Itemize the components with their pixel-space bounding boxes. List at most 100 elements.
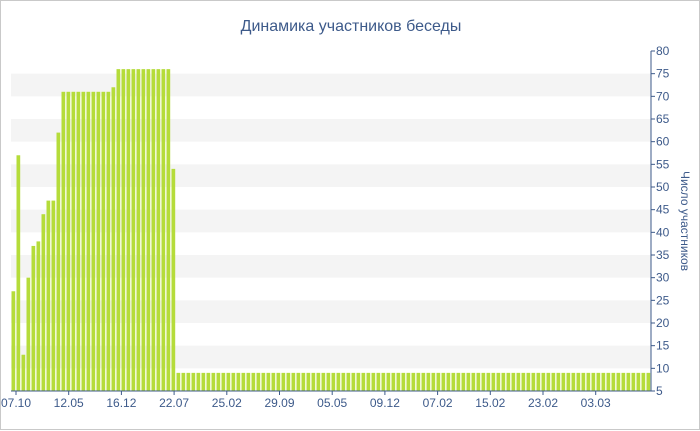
bar: [626, 372, 631, 391]
bar: [541, 372, 546, 391]
bar: [591, 372, 596, 391]
bar: [396, 372, 401, 391]
bar: [386, 372, 391, 391]
bar: [571, 372, 576, 391]
bar: [151, 69, 156, 391]
bar: [611, 372, 616, 391]
bar: [471, 372, 476, 391]
bars: [11, 69, 651, 392]
bar: [486, 372, 491, 391]
x-tick-label: 05.05: [317, 396, 347, 410]
bar: [341, 372, 346, 391]
bar: [431, 372, 436, 391]
bar: [366, 372, 371, 391]
bar: [146, 69, 151, 391]
bar: [226, 372, 231, 391]
bar: [546, 372, 551, 391]
y-tick-label: 20: [656, 316, 670, 330]
bar: [271, 372, 276, 391]
y-tick-label: 80: [656, 44, 670, 58]
grid-band: [11, 119, 651, 142]
bar: [91, 91, 96, 392]
bar: [416, 372, 421, 391]
bar: [456, 372, 461, 391]
bar: [76, 91, 81, 392]
bar: [576, 372, 581, 391]
bar: [526, 372, 531, 391]
bar: [291, 372, 296, 391]
bar: [531, 372, 536, 391]
bar: [51, 200, 56, 391]
bar: [176, 372, 181, 391]
x-tick-labels: 07.10 12.05 16.12 22.07 25.02 29.09 05.05 09.12…: [1, 391, 611, 410]
bar: [261, 372, 266, 391]
y-tick-labels: 5 10 15 20 25 30 35 40 45 50 55 60 65 70 75 80: [651, 44, 670, 398]
bar: [601, 372, 606, 391]
x-tick-label: 16.12: [106, 396, 136, 410]
bar: [381, 372, 386, 391]
bar: [436, 372, 441, 391]
bar: [126, 69, 131, 391]
bar: [496, 372, 501, 391]
bar: [241, 372, 246, 391]
bar: [116, 69, 121, 391]
bar: [246, 372, 251, 391]
y-tick-label: 50: [656, 180, 670, 194]
bar: [371, 372, 376, 391]
bar: [321, 372, 326, 391]
x-tick-label: 25.02: [212, 396, 242, 410]
bar: [411, 372, 416, 391]
bar: [236, 372, 241, 391]
bar: [276, 372, 281, 391]
bar: [636, 372, 641, 391]
bar: [81, 91, 86, 392]
y-tick-label: 75: [656, 67, 670, 81]
y-tick-label: 35: [656, 248, 670, 262]
grid-band: [11, 209, 651, 233]
bar: [211, 372, 216, 391]
bar: [191, 372, 196, 391]
x-tick-label: 29.09: [264, 396, 294, 410]
bar: [511, 372, 516, 391]
bar: [26, 277, 31, 391]
bar: [301, 372, 306, 391]
bar: [111, 87, 116, 392]
bar: [441, 372, 446, 391]
bar: [316, 372, 321, 391]
bar: [71, 91, 76, 392]
bar: [461, 372, 466, 391]
bar: [36, 241, 41, 391]
bar: [596, 372, 601, 391]
grid-bands: [11, 73, 651, 369]
bar: [201, 372, 206, 391]
grid-band: [11, 345, 651, 369]
bar: [171, 168, 176, 391]
bar: [561, 372, 566, 391]
bar: [361, 372, 366, 391]
bar: [121, 69, 126, 391]
grid-band: [11, 73, 651, 97]
bar: [521, 372, 526, 391]
bar: [311, 372, 316, 391]
bar: [21, 354, 26, 391]
bar: [331, 372, 336, 391]
bar: [96, 91, 101, 392]
bar: [106, 91, 111, 392]
y-tick-label: 10: [656, 361, 670, 375]
bar: [346, 372, 351, 391]
bar: [221, 372, 226, 391]
bar: [391, 372, 396, 391]
bar: [66, 91, 71, 392]
y-tick-label: 40: [656, 225, 670, 239]
bar: [46, 200, 51, 391]
bar: [501, 372, 506, 391]
x-tick-label: 03.03: [581, 396, 611, 410]
bar: [606, 372, 611, 391]
bar: [216, 372, 221, 391]
y-tick-label: 55: [656, 157, 670, 171]
bar: [481, 372, 486, 391]
bar: [156, 69, 161, 391]
bar: [621, 372, 626, 391]
bar: [266, 372, 271, 391]
